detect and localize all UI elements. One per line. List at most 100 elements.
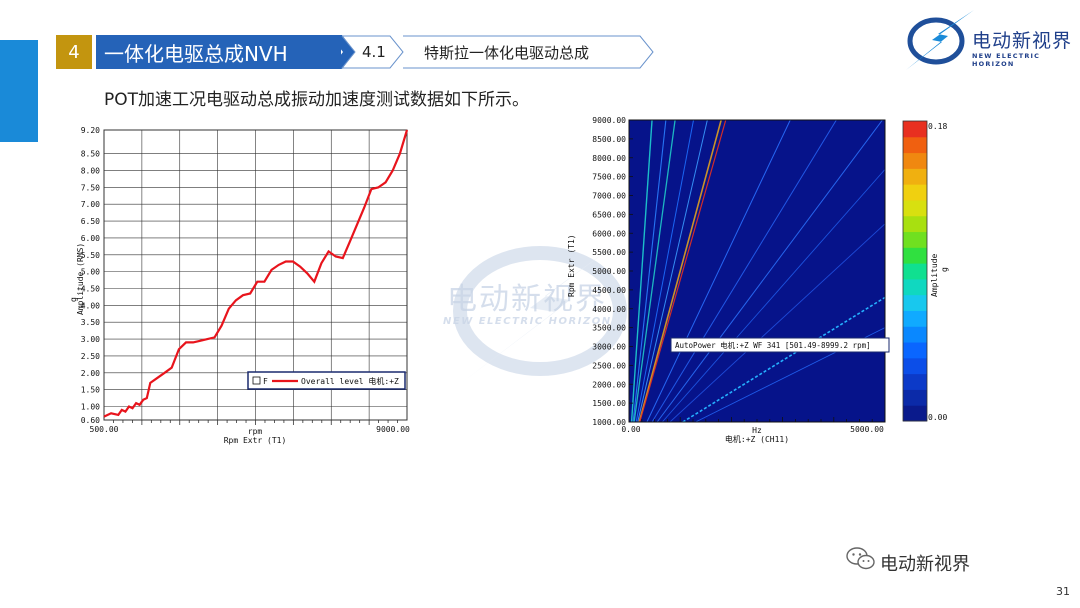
colorbar-swatch-2: [903, 373, 927, 390]
colormap-order-line-low: [682, 296, 886, 423]
colorbar-swatch-0: [903, 405, 927, 422]
colorbar-swatch-13: [903, 199, 927, 217]
line-chart-y-tick-8: 4.50: [81, 284, 100, 293]
subsection-number: 4.1: [362, 43, 386, 61]
colorbar-swatch-15: [903, 168, 927, 185]
colorbar-swatch-7: [903, 294, 927, 311]
colormap-order-line-9: [656, 119, 883, 423]
line-chart-y-tick-3: 2.00: [81, 369, 100, 378]
colormap-order-line-0: [630, 119, 653, 423]
line-chart-y-tick-6: 3.50: [81, 318, 100, 327]
colormap-y-tick-13: 7500.00: [592, 173, 626, 182]
colormap-y-tick-10: 6000.00: [592, 229, 626, 238]
line-chart-y-label: Amplitude (RMS): [76, 243, 85, 315]
line-chart-y-tick-9: 5.00: [81, 268, 100, 277]
colormap-order-line-5: [638, 119, 722, 423]
description-text: POT加速工况电驱动总成振动加速度测试数据如下所示。: [104, 90, 530, 110]
colorbar-swatch-9: [903, 263, 927, 280]
line-chart-grid: [104, 129, 407, 425]
colorbar-swatch-3: [903, 357, 927, 375]
section-number: 4: [56, 35, 92, 69]
colormap-y-tick-8: 5000.00: [592, 267, 626, 276]
line-chart-x-tick-1: 9000.00: [376, 425, 410, 434]
line-chart-y-tick-15: 8.00: [81, 166, 100, 175]
colormap-y-tick-7: 4500.00: [592, 286, 626, 295]
line-chart-y-tick-13: 7.00: [81, 200, 100, 209]
line-chart-y-tick-11: 6.00: [81, 234, 100, 243]
brand-logo-subtext: NEW ELECTRIC HORIZON: [972, 52, 1041, 68]
line-chart-y-tick-17: 9.20: [81, 126, 100, 135]
colormap-annotation: AutoPower 电机:+Z WF 341 [501.49-8999.2 rp…: [670, 337, 890, 353]
line-chart-y-tick-2: 1.50: [81, 386, 100, 395]
colorbar-frame: [902, 120, 928, 422]
colorbar-unit: g: [940, 267, 949, 272]
colorbar-swatch-17: [903, 136, 927, 154]
colorbar: [902, 120, 928, 422]
colormap-y-tick-2: 2000.00: [592, 380, 626, 389]
overall-level-line-chart: 0.60 1.00 1.50 2.00 2.50 3.00 3.50 4.00 4.50 5.00…: [69, 126, 410, 445]
colorbar-swatch-16: [903, 152, 927, 169]
legend-checkbox: [252, 376, 261, 385]
colormap-y-tick-14: 8000.00: [592, 154, 626, 163]
colormap-y-tick-9: 5500.00: [592, 248, 626, 257]
chevron-frame-icon: [330, 35, 654, 69]
line-chart-y-tick-4: 2.50: [81, 352, 100, 361]
watermark-text: 电动新视界: [447, 282, 607, 317]
section-title: 一体化电驱总成NVH: [96, 35, 341, 69]
colormap-x-label: 电机:+Z (CH11): [725, 434, 789, 444]
colorbar-swatch-1: [903, 389, 927, 406]
line-chart-y-unit: g: [69, 297, 78, 302]
watermark-subtext: NEW ELECTRIC HORIZON: [443, 316, 612, 327]
legend-box-label: F: [263, 377, 268, 386]
line-chart-y-ticks: 0.60 1.00 1.50 2.00 2.50 3.00 3.50 4.00 4.50 5.00…: [81, 126, 100, 425]
colormap-order-line-7: [646, 119, 791, 423]
colorbar-swatch-6: [903, 310, 927, 327]
colormap-y-tick-15: 8500.00: [592, 135, 626, 144]
series-line-overall-level: [103, 129, 409, 418]
colormap-order-line-2: [633, 119, 676, 423]
colormap-y-tick-3: 2500.00: [592, 361, 626, 370]
line-chart-y-tick-7: 4.00: [81, 301, 100, 310]
line-chart-y-tick-1: 1.00: [81, 403, 100, 412]
colormap-x-tick-0: 0.00: [621, 425, 640, 434]
colorbar-label: Amplitude: [930, 253, 939, 297]
colorbar-swatch-4: [903, 342, 927, 359]
colorbar-swatch-12: [903, 215, 927, 233]
subsection-title: 特斯拉一体化电驱动总成: [424, 43, 590, 62]
line-chart-y-tick-14: 7.50: [81, 183, 100, 192]
colormap-y-tick-11: 6500.00: [592, 210, 626, 219]
colorbar-swatch-10: [903, 247, 927, 264]
wechat-icon: [846, 547, 875, 570]
colormap-order-line-3: [635, 119, 695, 423]
colormap-y-tick-16: 9000.00: [592, 116, 626, 125]
line-chart-x-unit: rpm: [248, 427, 263, 436]
colormap-y-tick-1: 1500.00: [592, 399, 626, 408]
side-accent-bar: [0, 40, 38, 142]
colormap-x-ticks: 0.00 5000.00: [621, 417, 886, 434]
line-chart-y-tick-10: 5.50: [81, 251, 100, 260]
legend-entry: Overall level 电机:+Z: [301, 376, 399, 386]
colormap-y-tick-0: 1000.00: [592, 418, 626, 427]
colormap-y-tick-6: 4000.00: [592, 305, 626, 314]
colorbar-swatch-14: [903, 184, 927, 201]
line-chart-legend: F Overall level 电机:+Z: [247, 371, 406, 390]
colormap-y-tick-12: 7000.00: [592, 192, 626, 201]
colorbar-max-label: 0.18: [928, 122, 947, 131]
colorbar-swatch-5: [903, 326, 927, 343]
line-chart-x-tick-0: 500.00: [90, 425, 119, 434]
colorbar-swatch-18: [903, 121, 927, 138]
line-chart-frame: [103, 129, 408, 421]
line-chart-y-tick-12: 6.50: [81, 217, 100, 226]
colormap-plot-area: [629, 120, 885, 422]
line-chart-y-tick-0: 0.60: [81, 416, 100, 425]
line-chart-x-label: Rpm Extr (T1): [224, 436, 287, 445]
colormap-y-ticks: 1000.00 1500.00 2000.00 2500.00 3000.00 3500.…: [592, 116, 633, 427]
colormap-annotation-text: AutoPower 电机:+Z WF 341 [501.49-8999.2 rp…: [675, 340, 871, 350]
autopower-colormap-chart: 1000.00 1500.00 2000.00 2500.00 3000.00 3500.…: [567, 116, 949, 444]
colormap-y-tick-4: 3000.00: [592, 343, 626, 352]
colormap-x-tick-1: 5000.00: [850, 425, 884, 434]
colorbar-swatch-8: [903, 278, 927, 296]
line-chart-y-tick-16: 8.50: [81, 150, 100, 159]
colormap-order-line-6: [639, 119, 727, 423]
colorbar-min-label: 0.00: [928, 413, 947, 422]
